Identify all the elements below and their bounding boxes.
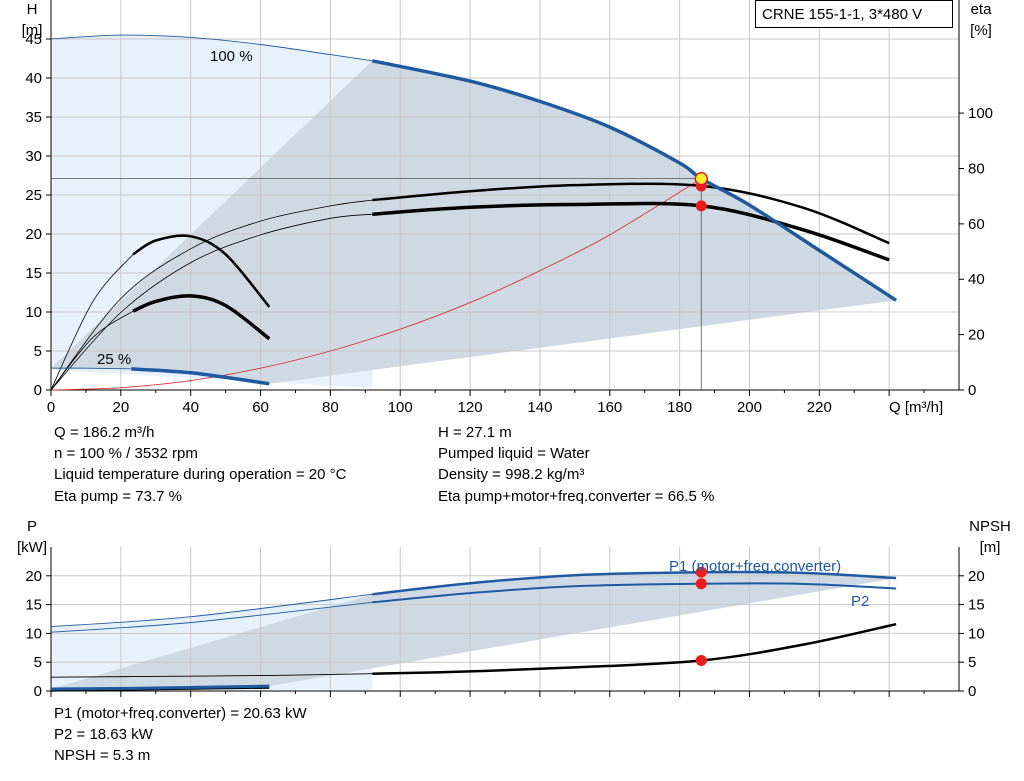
x-tick-label: 60 <box>252 399 269 416</box>
x-tick-label: 80 <box>322 399 339 416</box>
left-axis-label: H <box>27 1 38 18</box>
head-25-curve-thick <box>131 367 270 386</box>
info-eta-pump: Eta pump = 73.7 % <box>54 488 182 505</box>
curve-label-25: 25 % <box>97 351 131 368</box>
p1-curve-thick <box>372 570 897 596</box>
left-axis-label: P <box>27 518 37 535</box>
left-tick-label: 5 <box>34 654 42 671</box>
p2-curve-thin <box>50 601 373 633</box>
info-liquid-temperature: Liquid temperature during operation = 20… <box>54 466 347 483</box>
pump-performance-chart: 051015202530354045020406080100H[m]eta[%]… <box>17 0 1011 700</box>
info-p1: P1 (motor+freq.converter) = 20.63 kW <box>54 705 307 722</box>
left-tick-label: 0 <box>34 382 42 399</box>
left-axis-unit: [m] <box>22 22 43 39</box>
eta-pump-low-curve-thin <box>50 254 134 391</box>
eta-total-low-curve-thin <box>50 310 134 391</box>
right-axis-label: eta <box>971 1 993 18</box>
x-axis-label: Q [m³/h] <box>889 399 943 416</box>
right-tick-label: 20 <box>968 327 985 344</box>
right-tick-label: 20 <box>968 568 985 585</box>
left-tick-label: 10 <box>25 304 42 321</box>
head-25-curve-thin <box>50 367 132 370</box>
duty-point-p2 <box>695 578 707 590</box>
x-tick-label: 180 <box>667 399 692 416</box>
info-p2: P2 = 18.63 kW <box>54 726 153 743</box>
eta-total-curve-thick <box>372 201 890 262</box>
right-tick-label: 100 <box>968 105 993 122</box>
right-tick-label: 0 <box>968 683 976 700</box>
info-pumped-liquid: Pumped liquid = Water <box>438 445 590 462</box>
left-tick-label: 25 <box>25 187 42 204</box>
right-axis-unit: [m] <box>980 539 1001 556</box>
left-axis-unit: [kW] <box>17 539 47 556</box>
info-density: Density = 998.2 kg/m³ <box>438 466 585 483</box>
x-tick-label: 120 <box>458 399 483 416</box>
duty-point-npsh <box>695 654 707 666</box>
info-npsh: NPSH = 5.3 m <box>54 747 151 764</box>
left-tick-label: 45 <box>25 31 42 48</box>
x-tick-label: 140 <box>527 399 552 416</box>
x-tick-label: 0 <box>47 399 55 416</box>
eta-pump-low-curve-thick <box>132 234 271 308</box>
x-tick-label: 200 <box>737 399 762 416</box>
x-tick-label: 100 <box>388 399 413 416</box>
left-tick-label: 35 <box>25 109 42 126</box>
left-tick-label: 40 <box>25 70 42 87</box>
left-tick-label: 10 <box>25 625 42 642</box>
duty-point-p1 <box>695 566 707 578</box>
left-tick-label: 15 <box>25 265 42 282</box>
npsh-curve-thick <box>372 622 897 675</box>
left-tick-label: 0 <box>34 683 42 700</box>
p2-curve-thick <box>372 582 897 604</box>
system-curve <box>50 178 702 391</box>
right-axis-label: NPSH <box>969 518 1011 535</box>
info-head: H = 27.1 m <box>438 424 512 441</box>
right-tick-label: 0 <box>968 382 976 399</box>
curve-label-100: 100 % <box>210 48 253 65</box>
head-100-curve-thin <box>50 34 373 62</box>
right-tick-label: 40 <box>968 271 985 288</box>
left-tick-label: 5 <box>34 343 42 360</box>
npsh-curve-thin <box>50 673 373 678</box>
main-operating-area <box>51 571 897 689</box>
right-tick-label: 15 <box>968 597 985 614</box>
left-tick-label: 20 <box>25 226 42 243</box>
x-tick-label: 160 <box>597 399 622 416</box>
info-flow: Q = 186.2 m³/h <box>54 424 155 441</box>
curve-label-p1: P1 (motor+freq.converter) <box>669 558 841 575</box>
curve-label-p2: P2 <box>851 593 869 610</box>
x-tick-label: 40 <box>182 399 199 416</box>
info-eta-total: Eta pump+motor+freq.converter = 66.5 % <box>438 488 715 505</box>
chart-title: CRNE 155-1-1, 3*480 V <box>762 6 922 23</box>
right-tick-label: 5 <box>968 654 976 671</box>
right-tick-label: 60 <box>968 216 985 233</box>
x-tick-label: 220 <box>807 399 832 416</box>
info-speed: n = 100 % / 3532 rpm <box>54 445 198 462</box>
eta-total-curve-thin <box>50 213 373 391</box>
head-100-curve-thick <box>371 59 898 302</box>
power-low-curve <box>50 684 270 691</box>
title-box <box>755 0 953 28</box>
duty-point-eta-total <box>695 200 707 212</box>
eta-total-low-curve-thick <box>132 294 271 341</box>
head-efficiency-plot: 0 5 10 15 20 25 30 35 40 45 0 20 40 60 80 100 H [m] eta [%]… <box>22 0 993 416</box>
power-npsh-plot: 0 5 10 15 20 0 5 10 15 20 P [kW] NPSH [m] P1 (motor+fr… <box>17 518 1011 700</box>
eta-pump-curve-thick <box>372 182 890 245</box>
right-axis-unit: [%] <box>970 22 992 39</box>
right-tick-label: 80 <box>968 160 985 177</box>
left-tick-label: 15 <box>25 597 42 614</box>
left-tick-label: 20 <box>25 568 42 585</box>
duty-point-head <box>694 171 709 186</box>
left-tick-label: 30 <box>25 148 42 165</box>
right-tick-label: 10 <box>968 625 985 642</box>
main-operating-area <box>51 60 897 384</box>
p1-curve-thin <box>50 593 373 627</box>
x-tick-label: 20 <box>113 399 130 416</box>
eta-pump-curve-thin <box>50 199 373 391</box>
